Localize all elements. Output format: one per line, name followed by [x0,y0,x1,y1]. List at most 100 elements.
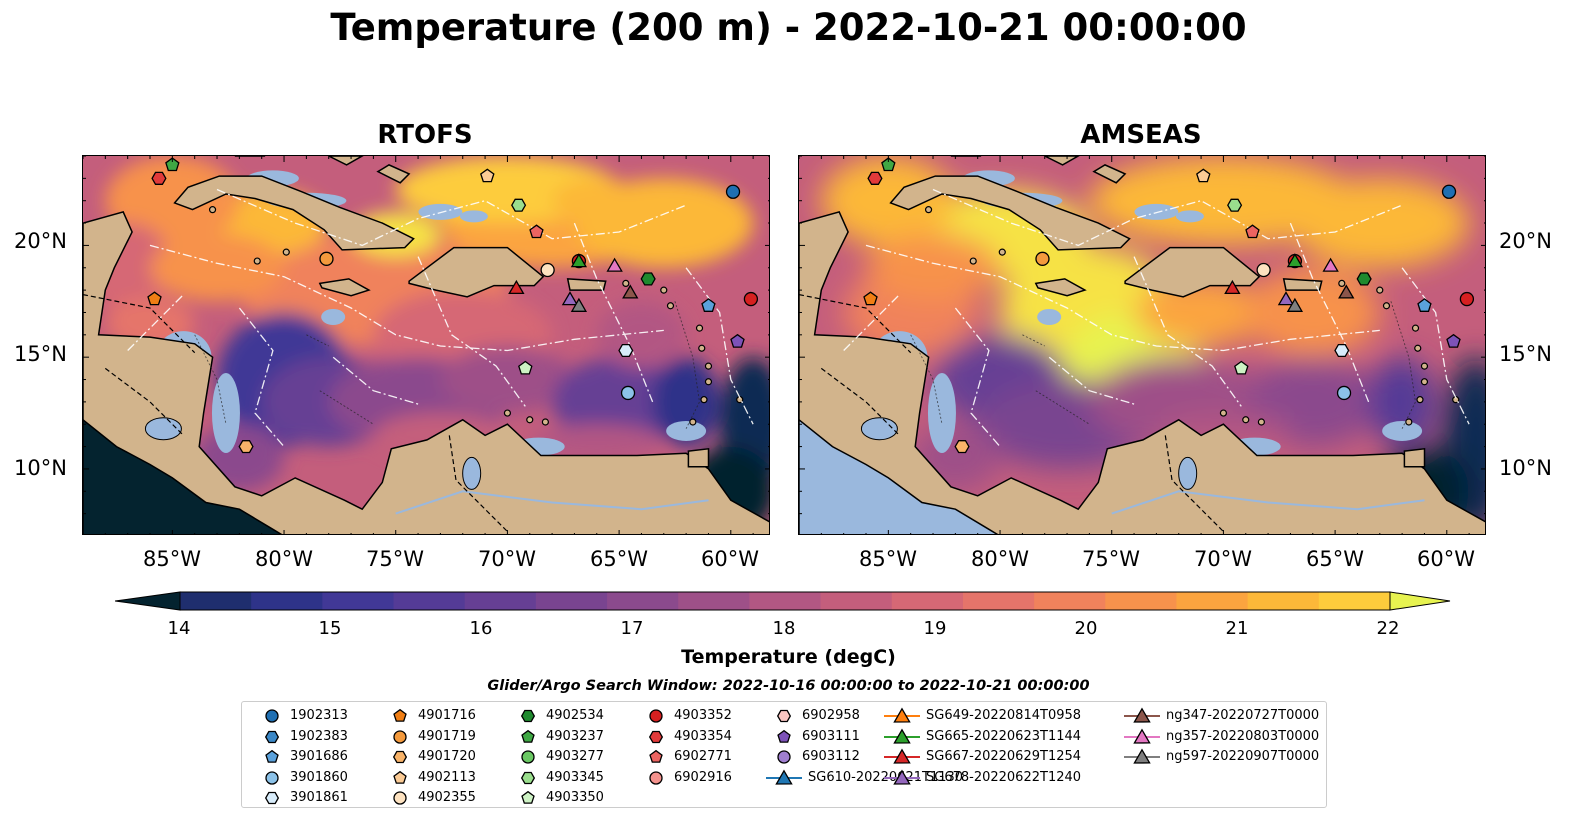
legend-marker-triangle [893,707,911,723]
colorbar-segment [678,592,751,610]
legend-marker-hexagon [776,709,792,723]
legend-label: ng597-20220907T0000 [1166,749,1320,764]
legend-label: SG665-20220623T1144 [926,728,1082,744]
legend-label: ng357-20220803T0000 [1166,728,1320,744]
map-svg [799,156,1485,534]
legend-marker-triangle [1133,707,1151,723]
obs-4903352 [1459,291,1475,307]
obs-4901716 [147,291,162,306]
colorbar-segment [322,592,395,610]
land-cuba [173,175,415,251]
legend-label: 4903350 [546,790,604,805]
obs-4902113 [1196,168,1211,183]
obs-6902771 [529,224,544,239]
legend-marker-pentagon [393,708,407,722]
colorbar-segment [891,592,964,610]
legend-marker-circle [649,709,663,723]
legend-marker-pentagon [521,729,535,743]
legend-marker-pentagon [777,729,791,743]
colorbar-segment [1247,592,1320,610]
obs-6903111 [1446,333,1461,348]
cb-tick-17: 17 [620,618,644,639]
legend-label: SG678-20220622T1240 [926,769,1082,785]
legend-marker-triangle [775,769,793,785]
cb-tick-18: 18 [772,618,796,639]
legend-marker-triangle [893,728,911,744]
legend-marker-hexagon [520,709,536,723]
panel-title-rtofs: RTOFS [377,120,473,150]
obs-3901860 [1336,385,1352,401]
colorbar-segment [1318,592,1391,610]
legend-marker-pentagon [393,770,407,784]
obs-6903111 [730,333,745,348]
legend-marker-hexagon [264,791,280,805]
obs-ng357-20220803T0000 [606,257,623,272]
legend: 1902313 1902383 3901686 3901860 3901861 49017… [241,701,1327,808]
legend-label: 4901719 [418,728,476,744]
land-trinidad [687,447,710,468]
obs-ng597-20220907T0000 [1286,297,1304,312]
obs-4903354 [151,171,167,185]
legend-label: 3901861 [290,790,348,805]
lat-tick-15-right: 15°N [1499,342,1552,366]
cb-tick-16: 16 [469,618,493,639]
obs-SG665-20220623T1144 [570,253,588,268]
legend-marker-triangle [893,748,911,764]
cb-tick-21: 21 [1225,618,1249,639]
obs-3901861 [1334,343,1350,358]
colorbar [115,591,1451,611]
obs-1902313 [725,184,741,199]
legend-label: 4902355 [418,790,476,805]
cb-tick-22: 22 [1376,618,1400,639]
legend-marker-circle [393,729,407,744]
obs-4903350 [518,360,533,375]
lat-tick-15: 15°N [14,342,67,366]
colorbar-segment [1176,592,1249,610]
obs-4903345 [1227,198,1243,212]
obs-4901719 [1035,251,1050,266]
obs-4901720 [238,440,254,454]
legend-marker-triangle [893,769,911,785]
lat-tick-10: 10°N [14,456,67,480]
legend-label: ng347-20220727T0000 [1166,708,1320,723]
colorbar-segment [820,592,893,610]
colorbar-segment [251,592,323,610]
land-jamaica [318,278,371,297]
obs-4903237 [881,157,896,172]
lon-tick-65-b: 65°W [1306,547,1364,571]
lon-tick-75-b: 75°W [1082,547,1140,571]
colorbar-segment [749,592,822,610]
lon-tick-70: 70°W [478,547,536,571]
legend-label: 4903345 [546,769,604,785]
lon-tick-65: 65°W [590,547,648,571]
lat-tick-20: 20°N [14,229,67,253]
legend-label: 4903237 [546,728,604,744]
obs-1902313 [1441,184,1457,199]
obs-3901686 [701,298,716,312]
colorbar-segment [464,592,537,610]
obs-ng347-20220727T0000 [622,284,639,299]
legend-marker-circle [649,770,663,785]
land-trinidad [1403,447,1426,468]
map-svg [83,156,769,534]
colorbar-segment [607,592,679,610]
lon-tick-85: 85°W [143,547,201,571]
obs-4902113 [480,168,495,183]
legend-marker-hexagon [264,730,280,743]
lon-tick-85-b: 85°W [859,547,917,571]
land-jamaica [1034,278,1087,297]
legend-label: 6902916 [674,769,732,785]
obs-3901860 [620,385,636,401]
obs-SG678-20220622T1240 [561,291,579,306]
obs-4903237 [165,157,180,172]
land-cuba [889,175,1131,251]
land-bahamas2 [1092,164,1127,184]
lon-tick-80: 80°W [255,547,313,571]
obs-SG667-20220629T1254 [508,279,525,295]
colorbar-segment [393,592,466,610]
colorbar-segment [1105,592,1178,610]
colorbar-extend-max [1389,591,1451,611]
map-panel-amseas [798,155,1486,535]
obs-3901686 [1417,298,1432,312]
legend-label: 4903277 [546,749,604,764]
